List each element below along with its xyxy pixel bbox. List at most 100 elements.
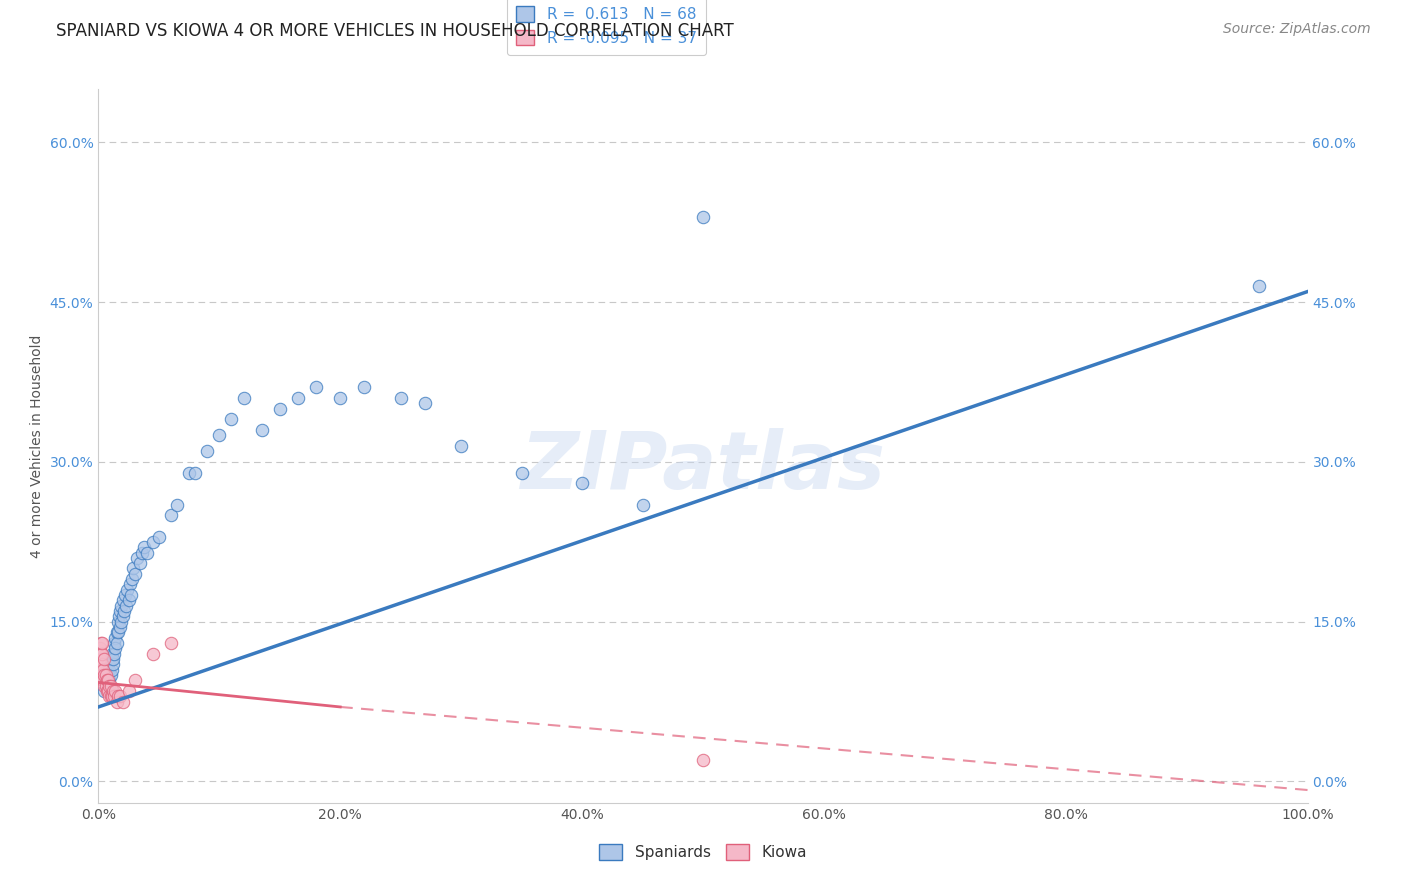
Point — [250, 423, 273, 437]
Point — [108, 620, 131, 634]
Point — [94, 679, 117, 693]
Point — [96, 673, 118, 688]
Point — [127, 550, 149, 565]
Point — [112, 604, 135, 618]
Point — [90, 636, 112, 650]
Point — [105, 625, 128, 640]
Point — [692, 210, 714, 224]
Point — [128, 556, 150, 570]
Point — [91, 673, 114, 688]
Point — [131, 545, 153, 559]
Point — [117, 582, 139, 597]
Point — [160, 636, 183, 650]
Point — [93, 652, 115, 666]
Point — [89, 641, 111, 656]
Point — [91, 636, 114, 650]
Point — [96, 663, 118, 677]
Point — [100, 679, 122, 693]
Point — [148, 529, 170, 543]
Point — [105, 695, 128, 709]
Point — [97, 673, 120, 688]
Point — [111, 609, 134, 624]
Point — [160, 508, 183, 523]
Legend: Spaniards, Kiowa: Spaniards, Kiowa — [593, 838, 813, 866]
Point — [571, 476, 593, 491]
Y-axis label: 4 or more Vehicles in Household: 4 or more Vehicles in Household — [30, 334, 44, 558]
Point — [104, 641, 127, 656]
Point — [100, 668, 122, 682]
Point — [96, 668, 118, 682]
Point — [329, 391, 352, 405]
Point — [103, 690, 125, 704]
Point — [631, 498, 654, 512]
Point — [98, 673, 121, 688]
Point — [305, 380, 328, 394]
Point — [100, 690, 122, 704]
Point — [91, 668, 114, 682]
Point — [124, 566, 146, 581]
Point — [208, 428, 231, 442]
Point — [118, 684, 141, 698]
Point — [100, 663, 122, 677]
Point — [142, 534, 165, 549]
Point — [353, 380, 375, 394]
Point — [111, 695, 134, 709]
Point — [107, 690, 129, 704]
Point — [94, 673, 117, 688]
Point — [103, 636, 125, 650]
Point — [103, 647, 125, 661]
Point — [134, 540, 156, 554]
Point — [692, 753, 714, 767]
Point — [98, 690, 121, 704]
Point — [121, 572, 143, 586]
Point — [89, 652, 111, 666]
Point — [97, 657, 120, 672]
Point — [108, 604, 131, 618]
Point — [120, 588, 142, 602]
Point — [90, 663, 112, 677]
Point — [110, 615, 132, 629]
Point — [101, 657, 124, 672]
Point — [287, 391, 309, 405]
Point — [1249, 279, 1271, 293]
Point — [93, 679, 115, 693]
Point — [142, 647, 165, 661]
Point — [96, 684, 118, 698]
Point — [91, 663, 114, 677]
Point — [115, 599, 138, 613]
Point — [122, 561, 145, 575]
Point — [118, 577, 141, 591]
Point — [389, 391, 412, 405]
Point — [100, 647, 122, 661]
Point — [90, 647, 112, 661]
Point — [100, 652, 122, 666]
Point — [195, 444, 218, 458]
Point — [107, 615, 129, 629]
Point — [97, 679, 120, 693]
Point — [510, 466, 533, 480]
Point — [124, 673, 146, 688]
Point — [232, 391, 254, 405]
Point — [91, 657, 114, 672]
Text: SPANIARD VS KIOWA 4 OR MORE VEHICLES IN HOUSEHOLD CORRELATION CHART: SPANIARD VS KIOWA 4 OR MORE VEHICLES IN … — [56, 22, 734, 40]
Point — [118, 593, 141, 607]
Point — [450, 439, 472, 453]
Point — [97, 684, 120, 698]
Point — [135, 545, 157, 559]
Point — [413, 396, 436, 410]
Point — [91, 647, 114, 661]
Point — [111, 593, 134, 607]
Point — [98, 663, 121, 677]
Point — [107, 625, 129, 640]
Point — [108, 609, 131, 624]
Point — [269, 401, 291, 416]
Text: Source: ZipAtlas.com: Source: ZipAtlas.com — [1223, 22, 1371, 37]
Point — [101, 652, 124, 666]
Point — [110, 599, 132, 613]
Point — [114, 588, 136, 602]
Point — [94, 668, 117, 682]
Point — [108, 690, 131, 704]
Point — [184, 466, 207, 480]
Point — [98, 679, 121, 693]
Point — [93, 684, 115, 698]
